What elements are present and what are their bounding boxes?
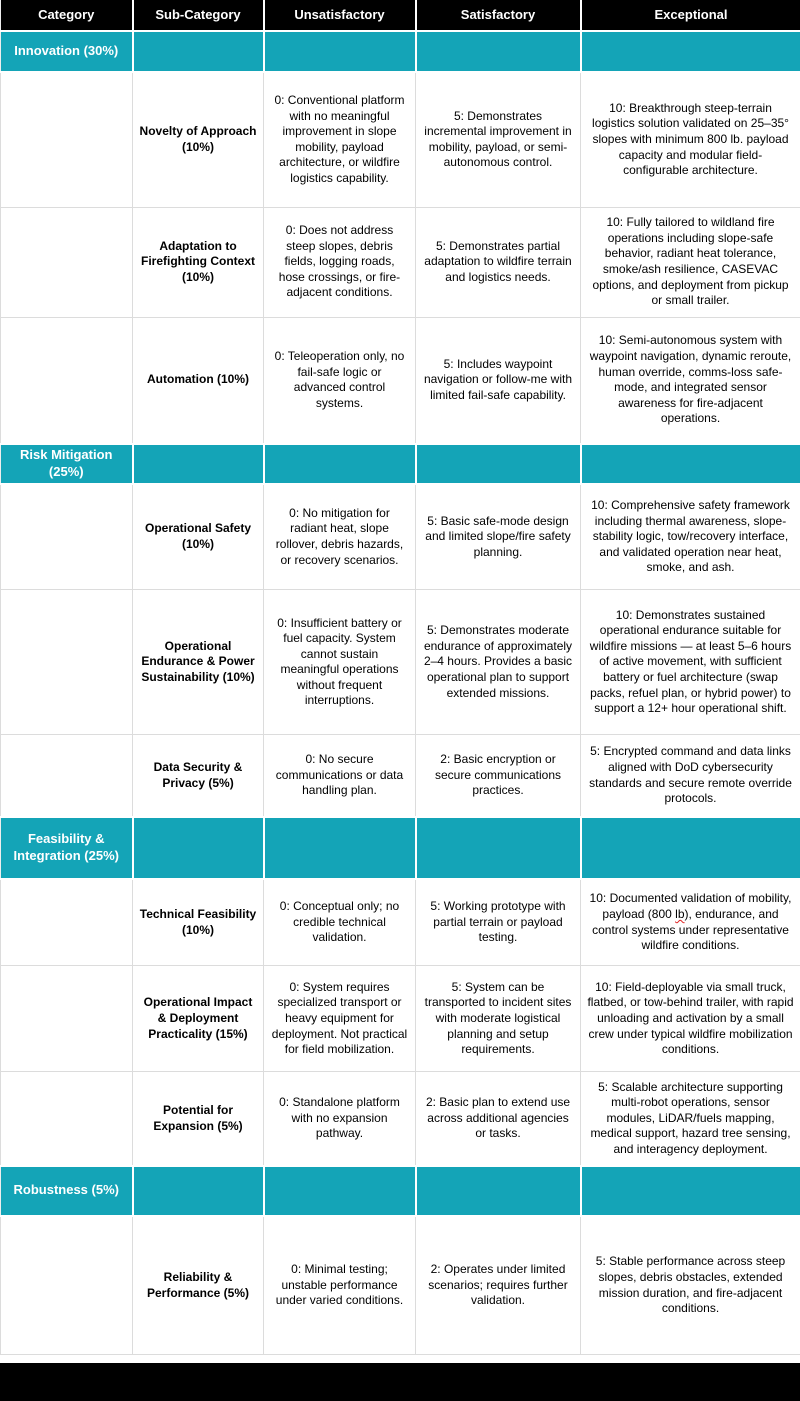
section-label: Innovation (30%) [1,31,133,72]
table-row-data-security-privacy: Data Security & Privacy (5%) 0: No secur… [1,735,800,817]
table-row-technical-feasibility: Technical Feasibility (10%) 0: Conceptua… [1,879,800,966]
cell-category-empty [1,207,133,317]
table-row-novelty-of-approach: Novelty of Approach (10%) 0: Conventiona… [1,72,800,207]
section-cell [581,817,800,879]
cell-satisfactory: 2: Operates under limited scenarios; req… [416,1216,581,1355]
cell-exceptional: 10: Semi-autonomous system with waypoint… [581,317,800,444]
section-cell [416,1166,581,1216]
section-cell [416,31,581,72]
cell-category-empty [1,879,133,966]
section-cell [264,1166,416,1216]
cell-sub-category: Operational Endurance & Power Sustainabi… [133,590,264,735]
spellcheck-flagged-word: lb [675,907,684,921]
cell-unsatisfactory: 0: Does not address steep slopes, debris… [264,207,416,317]
cell-unsatisfactory: 0: Minimal testing; unstable performance… [264,1216,416,1355]
rubric-table: Category Sub-Category Unsatisfactory Sat… [0,0,800,1355]
section-cell [581,1166,800,1216]
next-table-black-band [0,1363,800,1401]
section-label: Risk Mitigation (25%) [1,444,133,484]
cell-category-empty [1,590,133,735]
cell-unsatisfactory: 0: Teleoperation only, no fail-safe logi… [264,317,416,444]
cell-sub-category: Reliability & Performance (5%) [133,1216,264,1355]
cell-sub-category: Novelty of Approach (10%) [133,72,264,207]
cell-category-empty [1,735,133,817]
cell-exceptional: 10: Breakthrough steep-terrain logistics… [581,72,800,207]
section-cell [264,817,416,879]
section-label: Robustness (5%) [1,1166,133,1216]
section-label: Feasibility & Integration (25%) [1,817,133,879]
table-row-operational-endurance: Operational Endurance & Power Sustainabi… [1,590,800,735]
column-header-category: Category [1,0,133,31]
section-cell [133,1166,264,1216]
column-header-sub-category: Sub-Category [133,0,264,31]
section-cell [133,817,264,879]
table-header-row: Category Sub-Category Unsatisfactory Sat… [1,0,800,31]
table-row-operational-safety: Operational Safety (10%) 0: No mitigatio… [1,484,800,590]
cell-sub-category: Adaptation to Firefighting Context (10%) [133,207,264,317]
column-header-satisfactory: Satisfactory [416,0,581,31]
cell-exceptional: 10: Fully tailored to wildland fire oper… [581,207,800,317]
cell-sub-category: Potential for Expansion (5%) [133,1072,264,1166]
section-cell [581,444,800,484]
section-row-risk-mitigation: Risk Mitigation (25%) [1,444,800,484]
cell-unsatisfactory: 0: Standalone platform with no expansion… [264,1072,416,1166]
section-cell [264,31,416,72]
cell-sub-category: Operational Impact & Deployment Practica… [133,966,264,1072]
cell-satisfactory: 5: Demonstrates moderate endurance of ap… [416,590,581,735]
section-cell [416,817,581,879]
cell-satisfactory: 5: Demonstrates partial adaptation to wi… [416,207,581,317]
cell-satisfactory: 5: System can be transported to incident… [416,966,581,1072]
cell-category-empty [1,966,133,1072]
cell-unsatisfactory: 0: Conceptual only; no credible technica… [264,879,416,966]
cell-category-empty [1,1072,133,1166]
cell-satisfactory: 5: Working prototype with partial terrai… [416,879,581,966]
section-cell [264,444,416,484]
cell-sub-category: Operational Safety (10%) [133,484,264,590]
table-row-potential-for-expansion: Potential for Expansion (5%) 0: Standalo… [1,1072,800,1166]
section-cell [133,444,264,484]
cell-unsatisfactory: 0: Insufficient battery or fuel capacity… [264,590,416,735]
cell-sub-category: Automation (10%) [133,317,264,444]
section-row-robustness: Robustness (5%) [1,1166,800,1216]
section-cell [581,31,800,72]
cell-category-empty [1,484,133,590]
cell-satisfactory: 5: Basic safe-mode design and limited sl… [416,484,581,590]
cell-exceptional: 5: Scalable architecture supporting mult… [581,1072,800,1166]
column-header-exceptional: Exceptional [581,0,800,31]
cell-satisfactory: 2: Basic plan to extend use across addit… [416,1072,581,1166]
section-cell [133,31,264,72]
table-row-operational-impact-deployment: Operational Impact & Deployment Practica… [1,966,800,1072]
cell-exceptional: 10: Documented validation of mobility, p… [581,879,800,966]
cell-satisfactory: 2: Basic encryption or secure communicat… [416,735,581,817]
column-header-unsatisfactory: Unsatisfactory [264,0,416,31]
cell-unsatisfactory: 0: No secure communications or data hand… [264,735,416,817]
cell-category-empty [1,317,133,444]
cell-exceptional: 10: Field-deployable via small truck, fl… [581,966,800,1072]
cell-unsatisfactory: 0: No mitigation for radiant heat, slope… [264,484,416,590]
cell-category-empty [1,72,133,207]
table-row-automation: Automation (10%) 0: Teleoperation only, … [1,317,800,444]
table-row-adaptation-to-firefighting-context: Adaptation to Firefighting Context (10%)… [1,207,800,317]
cell-sub-category: Data Security & Privacy (5%) [133,735,264,817]
section-row-innovation: Innovation (30%) [1,31,800,72]
section-row-feasibility-integration: Feasibility & Integration (25%) [1,817,800,879]
cell-sub-category: Technical Feasibility (10%) [133,879,264,966]
table-row-reliability-performance: Reliability & Performance (5%) 0: Minima… [1,1216,800,1355]
cell-exceptional: 5: Stable performance across steep slope… [581,1216,800,1355]
cell-satisfactory: 5: Demonstrates incremental improvement … [416,72,581,207]
cell-exceptional: 10: Demonstrates sustained operational e… [581,590,800,735]
cell-satisfactory: 5: Includes waypoint navigation or follo… [416,317,581,444]
cell-unsatisfactory: 0: System requires specialized transport… [264,966,416,1072]
section-cell [416,444,581,484]
cell-category-empty [1,1216,133,1355]
cell-exceptional: 5: Encrypted command and data links alig… [581,735,800,817]
cell-unsatisfactory: 0: Conventional platform with no meaning… [264,72,416,207]
cell-exceptional: 10: Comprehensive safety framework inclu… [581,484,800,590]
